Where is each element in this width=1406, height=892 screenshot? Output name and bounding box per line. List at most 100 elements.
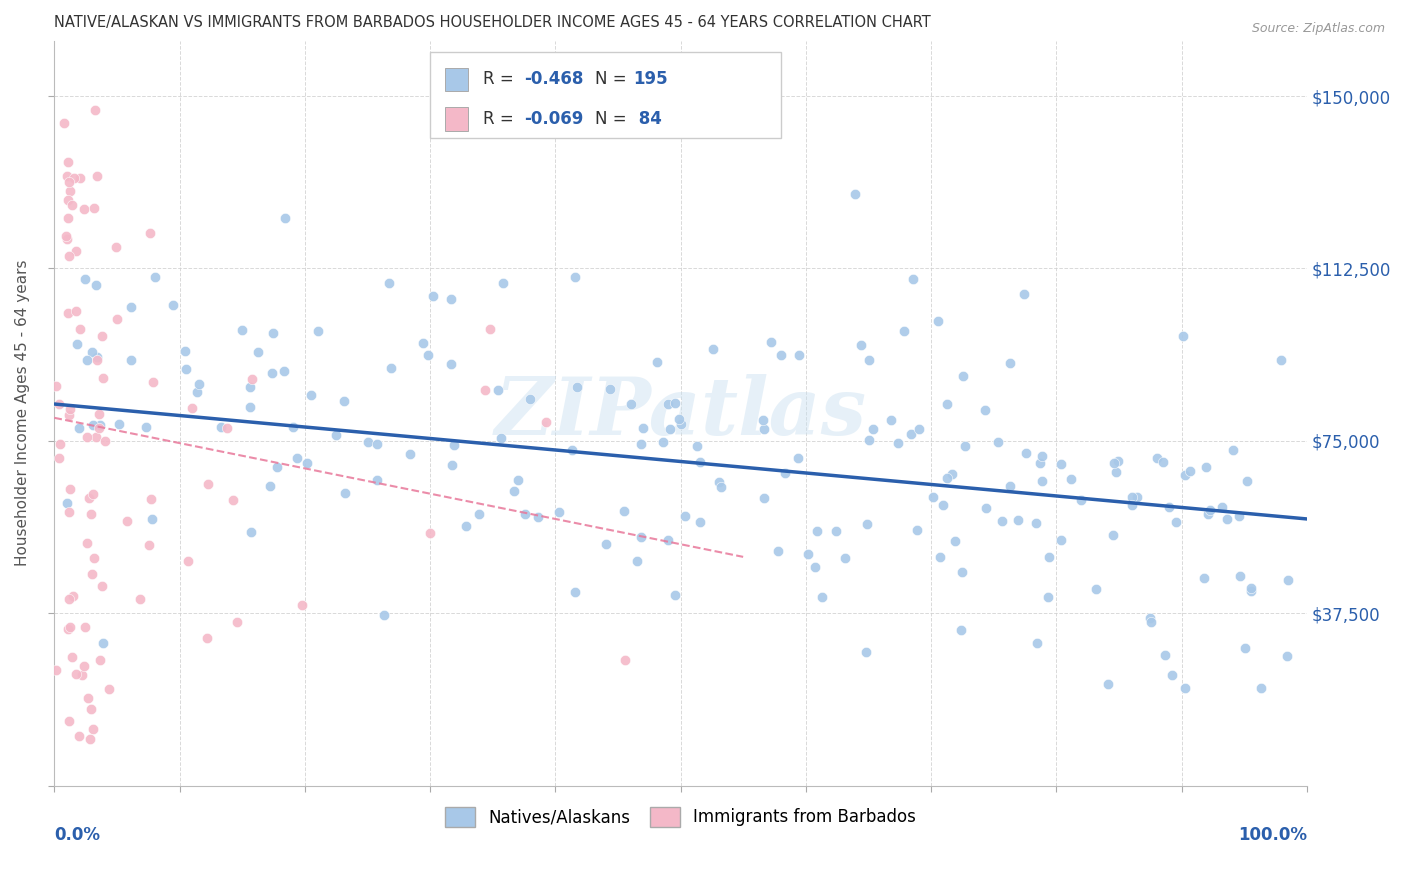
Point xyxy=(91,579,114,593)
Point xyxy=(59,482,82,496)
Point xyxy=(197,476,219,491)
Point xyxy=(1097,677,1119,691)
Text: 84: 84 xyxy=(633,110,662,128)
Point xyxy=(65,304,87,318)
Point xyxy=(162,297,184,311)
Point xyxy=(84,103,107,117)
Point xyxy=(468,508,491,522)
Point xyxy=(664,588,686,602)
Point xyxy=(418,525,440,540)
Text: R =: R = xyxy=(482,70,519,88)
Point xyxy=(231,323,253,337)
Point xyxy=(105,312,128,326)
Point xyxy=(187,377,209,392)
Point xyxy=(1015,446,1038,460)
Point xyxy=(105,239,128,253)
Point xyxy=(620,397,643,411)
Point xyxy=(1121,498,1143,512)
Point xyxy=(240,372,263,386)
Point xyxy=(56,154,79,169)
Point xyxy=(515,507,537,521)
Point xyxy=(858,352,880,367)
Point xyxy=(58,505,80,519)
Point xyxy=(274,211,297,225)
Point xyxy=(565,380,588,394)
Point xyxy=(48,451,70,466)
Point xyxy=(659,422,682,436)
Point xyxy=(84,277,107,292)
Point xyxy=(519,392,541,406)
Point xyxy=(1250,681,1272,695)
Point xyxy=(1240,581,1263,595)
Point xyxy=(52,115,75,129)
Point xyxy=(181,401,204,415)
Point xyxy=(418,348,440,362)
Point xyxy=(209,419,232,434)
Point xyxy=(787,348,810,362)
Point xyxy=(366,437,388,451)
Point xyxy=(1199,503,1222,517)
Point xyxy=(489,432,512,446)
Point xyxy=(89,417,111,432)
Point xyxy=(456,519,478,533)
Point xyxy=(333,485,356,500)
Point xyxy=(952,565,974,579)
Point xyxy=(858,433,880,447)
Point xyxy=(673,509,696,524)
Point xyxy=(262,326,284,340)
Point xyxy=(76,690,98,705)
Point xyxy=(630,530,652,544)
Point xyxy=(63,171,86,186)
Point xyxy=(67,421,90,435)
Point xyxy=(669,417,692,431)
Point xyxy=(773,466,796,480)
Point xyxy=(936,397,959,411)
Point xyxy=(240,525,263,540)
Point xyxy=(55,229,77,244)
Point xyxy=(56,622,79,636)
Point xyxy=(186,385,208,400)
FancyBboxPatch shape xyxy=(446,107,468,131)
Point xyxy=(356,435,378,450)
Point xyxy=(56,193,79,207)
Point xyxy=(952,368,974,383)
Text: 0.0%: 0.0% xyxy=(55,827,100,845)
Point xyxy=(58,249,80,263)
Point xyxy=(80,345,103,359)
Point xyxy=(626,554,648,568)
Point xyxy=(76,536,98,550)
Point xyxy=(1171,329,1194,343)
Point xyxy=(1026,636,1049,650)
Point xyxy=(73,658,96,673)
Point xyxy=(120,353,142,368)
Point xyxy=(1050,533,1073,547)
Point xyxy=(564,270,586,285)
Point xyxy=(1154,648,1177,662)
Point xyxy=(991,514,1014,528)
Point xyxy=(1007,513,1029,527)
Point xyxy=(1025,516,1047,530)
Point xyxy=(66,336,89,351)
Point xyxy=(1227,509,1250,524)
Point xyxy=(69,322,91,336)
Point xyxy=(1197,507,1219,521)
Point xyxy=(378,277,401,291)
Point xyxy=(65,244,87,258)
Point xyxy=(1121,490,1143,504)
Point xyxy=(1222,442,1244,457)
Point xyxy=(901,272,924,286)
Point xyxy=(987,435,1010,450)
Point xyxy=(108,417,131,431)
Point xyxy=(215,421,238,435)
Point xyxy=(759,334,782,349)
Point xyxy=(49,436,72,450)
Point xyxy=(908,422,931,436)
Point xyxy=(173,344,195,359)
Point xyxy=(668,411,690,425)
Point xyxy=(58,211,80,226)
Point xyxy=(225,615,247,630)
Point xyxy=(440,357,463,371)
Point xyxy=(905,523,928,537)
Point xyxy=(652,435,675,450)
Point xyxy=(1140,615,1163,630)
